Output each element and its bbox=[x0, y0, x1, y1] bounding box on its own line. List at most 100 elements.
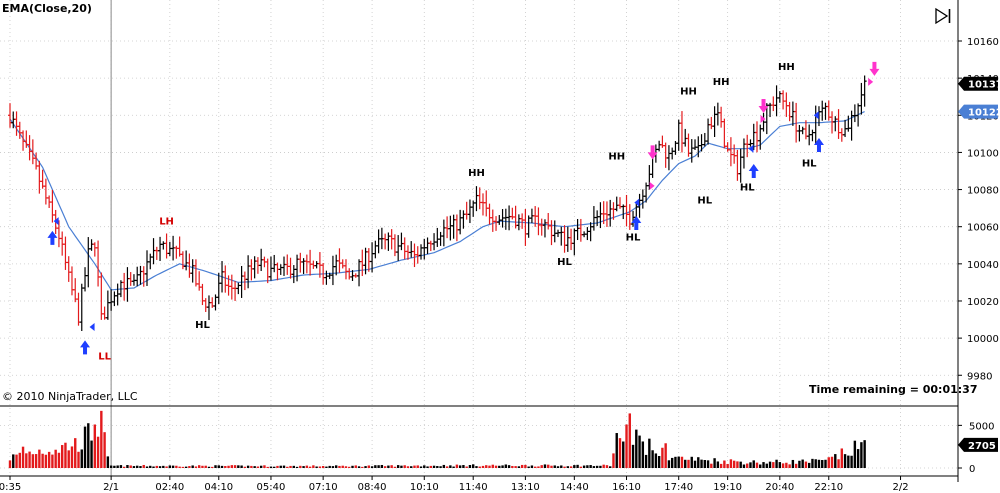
price-bar bbox=[376, 229, 381, 254]
volume-bar bbox=[736, 461, 739, 468]
volume-bar bbox=[162, 465, 165, 468]
volume-bar bbox=[599, 465, 602, 468]
price-bar bbox=[745, 134, 750, 158]
ema-value-badge-bg bbox=[958, 104, 998, 119]
volume-bar bbox=[553, 465, 556, 468]
last-price-badge-bg bbox=[958, 76, 998, 91]
volume-bar bbox=[856, 449, 860, 468]
volume-bar bbox=[227, 465, 230, 468]
price-bar bbox=[441, 219, 446, 247]
swing-label: HL bbox=[740, 183, 755, 194]
price-bar bbox=[128, 272, 133, 286]
price-bar bbox=[145, 250, 150, 286]
price-bar bbox=[83, 267, 88, 292]
price-bar bbox=[719, 106, 724, 128]
swing-label: HL bbox=[802, 158, 817, 169]
volume-bar bbox=[129, 465, 132, 468]
price-bar bbox=[666, 145, 671, 171]
price-bar bbox=[754, 121, 759, 153]
volume-bar bbox=[103, 432, 106, 468]
price-bar bbox=[69, 266, 74, 296]
price-bar bbox=[569, 228, 574, 251]
volume-bar bbox=[259, 465, 263, 468]
volume-bar bbox=[335, 465, 338, 468]
price-bar bbox=[216, 272, 221, 305]
volume-bar bbox=[732, 460, 736, 468]
volume-bar bbox=[168, 465, 172, 468]
volume-bar bbox=[426, 466, 429, 468]
price-bar bbox=[190, 259, 195, 283]
price-bar bbox=[184, 250, 189, 271]
swing-label: HH bbox=[608, 151, 625, 162]
entry-marker-icon bbox=[89, 322, 95, 331]
entry-marker-icon bbox=[53, 217, 59, 226]
volume-bar bbox=[794, 463, 798, 468]
price-tick-label: 10040 bbox=[967, 260, 999, 271]
volume-bar bbox=[635, 429, 638, 468]
volume-bar bbox=[465, 466, 468, 468]
volume-bar bbox=[772, 462, 775, 468]
volume-bar bbox=[726, 463, 729, 468]
price-bar bbox=[138, 265, 143, 285]
price-bar bbox=[467, 199, 472, 224]
volume-bar bbox=[706, 460, 710, 468]
price-bar bbox=[402, 237, 407, 260]
volume-bar bbox=[811, 458, 814, 468]
price-bar bbox=[490, 209, 495, 232]
volume-bar bbox=[478, 466, 481, 468]
price-bar bbox=[556, 229, 561, 238]
swing-label: LL bbox=[98, 352, 111, 363]
volume-panel bbox=[8, 410, 866, 468]
last-volume-badge-text: 2705 bbox=[968, 441, 996, 452]
volume-bar bbox=[28, 451, 31, 468]
volume-bar bbox=[445, 466, 449, 468]
price-bar bbox=[624, 194, 629, 227]
price-bar bbox=[494, 216, 499, 231]
price-bar bbox=[8, 103, 12, 128]
volume-bar bbox=[184, 466, 188, 468]
volume-bar bbox=[152, 466, 155, 468]
time-tick-label: 08:40 bbox=[358, 482, 387, 493]
price-bar bbox=[856, 103, 861, 127]
price-bar bbox=[575, 219, 580, 241]
volume-bar bbox=[31, 454, 35, 468]
volume-bar bbox=[70, 446, 74, 468]
play-pause-icon bbox=[935, 7, 951, 25]
volume-bar bbox=[458, 465, 462, 468]
exit-marker-icon bbox=[760, 114, 766, 123]
volume-bar bbox=[749, 462, 752, 468]
volume-bar bbox=[579, 466, 583, 468]
volume-bar bbox=[416, 465, 419, 468]
volume-bar bbox=[194, 466, 198, 468]
volume-bar bbox=[755, 462, 759, 468]
time-tick-label: 2/1 bbox=[103, 482, 119, 493]
price-bar bbox=[409, 241, 414, 258]
volume-bar bbox=[638, 435, 641, 468]
price-bar bbox=[732, 144, 737, 164]
volume-bar bbox=[498, 465, 501, 468]
price-bar bbox=[337, 248, 342, 273]
price-bar bbox=[242, 271, 247, 291]
volume-bar bbox=[781, 463, 785, 468]
volume-bar bbox=[527, 466, 530, 468]
volume-bar bbox=[697, 457, 700, 468]
exit-marker-icon bbox=[649, 181, 655, 190]
price-bar bbox=[419, 244, 424, 260]
volume-bar bbox=[312, 465, 315, 468]
swing-label: HL bbox=[697, 196, 712, 207]
price-bar bbox=[800, 126, 805, 135]
volume-bar bbox=[547, 464, 550, 468]
volume-bar bbox=[586, 465, 589, 468]
price-bar bbox=[249, 259, 254, 281]
volume-bar bbox=[462, 465, 465, 468]
volume-bar bbox=[318, 466, 322, 468]
price-bar bbox=[79, 283, 84, 332]
buy-arrow-icon bbox=[47, 230, 58, 245]
volume-bar bbox=[331, 466, 335, 468]
play-pause-button[interactable] bbox=[933, 6, 953, 26]
volume-bar bbox=[592, 466, 596, 468]
swing-labels: LL LH HL HH HL HH HL HH HL HH HL HH HL bbox=[98, 62, 817, 362]
time-tick-label: 20:40 bbox=[765, 482, 794, 493]
grid bbox=[0, 0, 958, 476]
